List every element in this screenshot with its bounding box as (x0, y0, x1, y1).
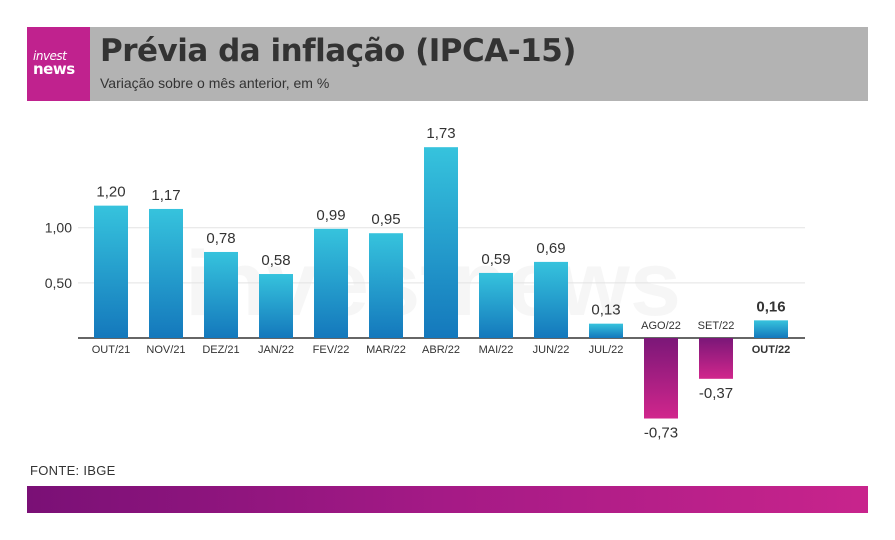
logo-text-news: news (33, 60, 75, 78)
data-label: 0,69 (536, 240, 565, 257)
data-label: 0,58 (261, 252, 290, 269)
data-label: 1,73 (426, 125, 455, 142)
x-tick-label: NOV/21 (146, 344, 185, 356)
data-label: 0,16 (756, 298, 785, 315)
chart-title: Prévia da inflação (IPCA-15) (100, 33, 576, 69)
bar-set-22 (699, 338, 733, 379)
bar-abr-22 (424, 147, 458, 338)
bar-out-22 (754, 320, 788, 338)
y-tick-label: 1,00 (45, 220, 72, 236)
x-tick-label: OUT/22 (752, 344, 791, 356)
data-label: 1,17 (151, 187, 180, 204)
data-label: 0,78 (206, 230, 235, 247)
data-label: 1,20 (96, 184, 125, 201)
footer-gradient-bar (27, 486, 868, 513)
chart-subtitle: Variação sobre o mês anterior, em % (100, 75, 330, 91)
x-tick-label: DEZ/21 (202, 344, 239, 356)
x-tick-label: ABR/22 (422, 344, 460, 356)
data-label: 0,59 (481, 251, 510, 268)
data-label: -0,73 (644, 425, 678, 442)
bar-mai-22 (479, 272, 513, 338)
source-note: FONTE: IBGE (30, 463, 116, 478)
x-tick-label: JUL/22 (589, 344, 624, 356)
investnews-logo: invest news (27, 27, 90, 101)
data-label: 0,95 (371, 211, 400, 228)
x-tick-label: OUT/21 (92, 344, 131, 356)
bar-ago-22 (644, 338, 678, 419)
data-label: 0,13 (591, 302, 620, 319)
chart-header: invest news Prévia da inflação (IPCA-15)… (27, 27, 868, 101)
y-tick-label: 0,50 (45, 275, 72, 291)
bar-fev-22 (314, 228, 348, 338)
x-tick-label: SET/22 (698, 320, 735, 332)
bar-mar-22 (369, 233, 403, 338)
x-tick-label: FEV/22 (313, 344, 350, 356)
x-tick-label: MAI/22 (479, 344, 514, 356)
bar-jul-22 (589, 323, 623, 338)
data-label: -0,37 (699, 385, 733, 402)
x-tick-label: AGO/22 (641, 320, 681, 332)
data-label: 0,99 (316, 207, 345, 224)
bar-out-21 (94, 205, 128, 338)
bar-nov-21 (149, 208, 183, 338)
bar-jan-22 (259, 274, 293, 338)
logo-text-invest: invest (33, 49, 67, 63)
bar-jun-22 (534, 261, 568, 338)
x-tick-label: JUN/22 (533, 344, 570, 356)
x-tick-label: JAN/22 (258, 344, 294, 356)
x-tick-label: MAR/22 (366, 344, 406, 356)
bar-dez-21 (204, 251, 238, 338)
